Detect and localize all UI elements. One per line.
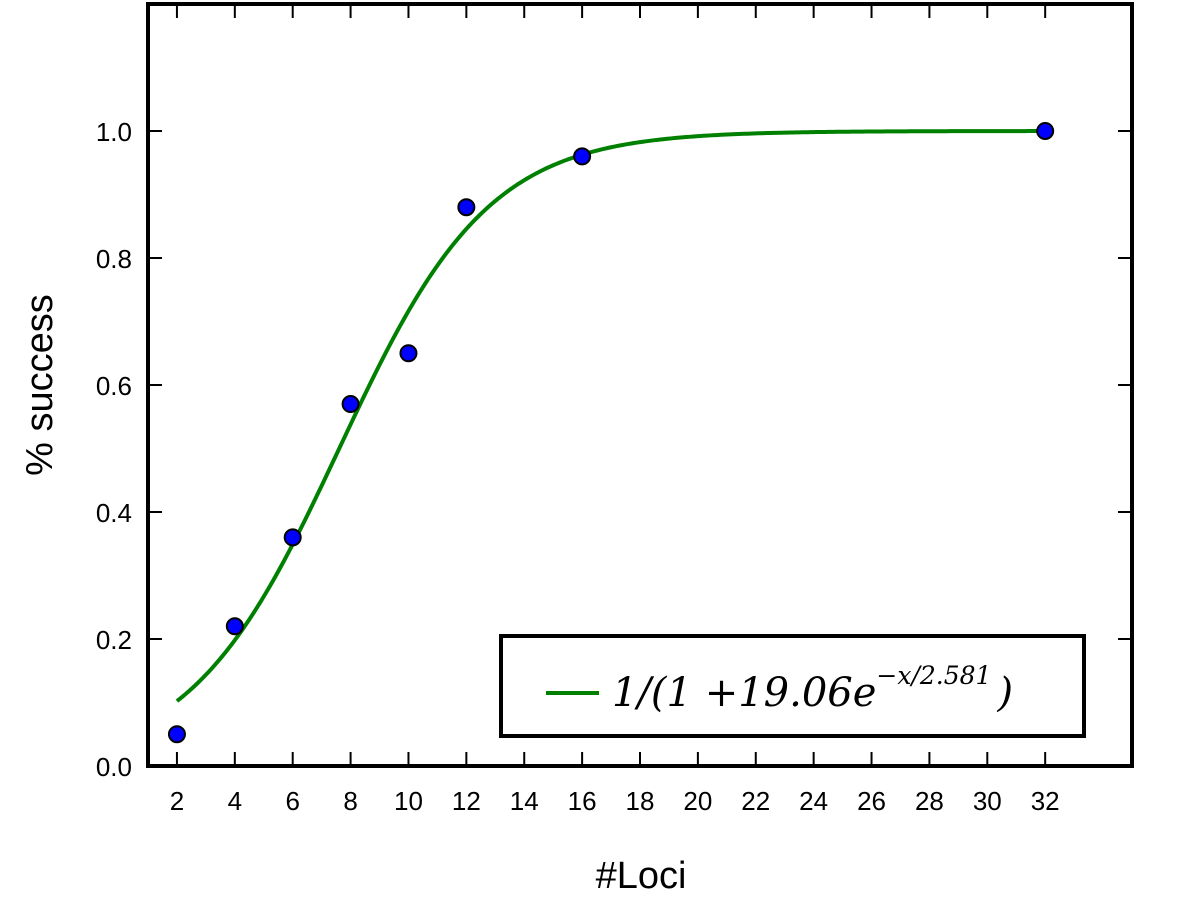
y-tick-label: 0.0 [96,752,132,782]
y-tick-label: 0.2 [96,625,132,655]
y-tick-label: 0.4 [96,498,132,528]
x-tick-label: 2 [170,786,184,816]
x-tick-label: 6 [285,786,299,816]
data-point [399,344,418,363]
x-axis-title: #Loci [596,855,687,897]
x-tick-label: 28 [915,786,944,816]
x-tick-label: 30 [973,786,1002,816]
data-point [283,528,302,547]
fit-curve-line [175,129,1046,703]
legend: 1/(1 +19.06e−x/2.581) [499,634,1086,738]
data-point [341,395,360,414]
x-tick-label: 4 [228,786,242,816]
y-tick-label: 0.8 [96,244,132,274]
x-tick-label: 20 [683,786,712,816]
x-tick-label: 12 [452,786,481,816]
legend-label-exponent: −x/2.581 [876,661,991,690]
y-axis-title: % success [19,294,61,476]
data-point [225,617,244,636]
data-point [457,198,476,217]
y-tick-label: 0.6 [96,371,132,401]
data-point [167,725,186,744]
legend-label-suffix: ) [996,670,1013,716]
x-tick-label: 10 [394,786,423,816]
y-tick-label: 1.0 [96,117,132,147]
data-point [1036,122,1055,140]
x-tick-label: 14 [510,786,539,816]
x-tick-label: 18 [626,786,655,816]
x-tick-label: 24 [799,786,828,816]
plot-frame [146,2,1134,768]
legend-label-e: e [853,670,877,716]
legend-box [499,634,1086,738]
legend-label: 1/(1 +19.06e−x/2.581) [612,661,1013,716]
x-tick-label: 22 [741,786,770,816]
x-tick-label: 16 [568,786,597,816]
x-tick-label: 8 [343,786,357,816]
data-point [573,147,592,166]
legend-label-prefix: 1/(1 +19.06 [612,670,853,716]
x-tick-label: 32 [1031,786,1060,816]
x-tick-label: 26 [857,786,886,816]
